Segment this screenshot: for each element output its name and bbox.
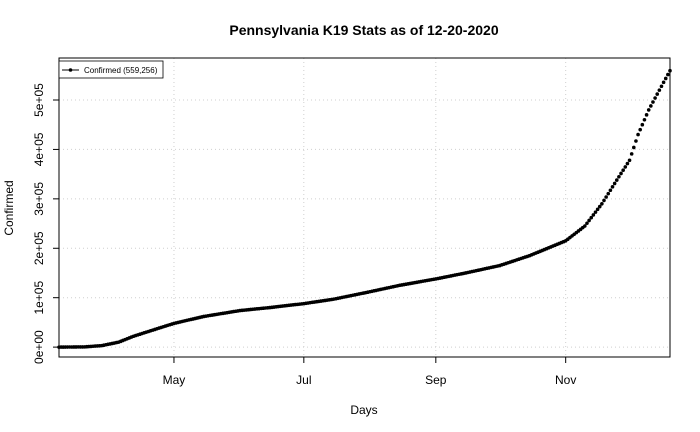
- data-point: [604, 195, 608, 199]
- legend-marker: [69, 68, 73, 72]
- data-point: [632, 146, 636, 150]
- data-point: [649, 104, 653, 108]
- x-tick-label: May: [163, 373, 186, 387]
- data-point: [630, 152, 634, 156]
- data-point: [664, 77, 668, 81]
- data-point: [666, 73, 670, 77]
- data-point: [619, 172, 623, 176]
- data-point: [662, 81, 666, 85]
- data-point: [660, 84, 664, 88]
- data-point: [636, 133, 640, 137]
- y-tick-label: 0e+00: [32, 330, 46, 364]
- x-tick-label: Jul: [296, 373, 311, 387]
- chart-title: Pennsylvania K19 Stats as of 12-20-2020: [229, 22, 498, 38]
- data-point: [606, 192, 610, 196]
- y-axis: 0e+00 1e+05 2e+05 3e+05 4e+05 5e+05: [32, 83, 59, 364]
- legend-entry-confirmed: Confirmed (559,256): [84, 66, 158, 75]
- plot-frame: [59, 58, 670, 357]
- data-point: [645, 113, 649, 117]
- data-point: [638, 128, 642, 132]
- y-tick-label: 4e+05: [32, 132, 46, 166]
- data-point: [647, 108, 651, 112]
- data-point: [668, 69, 672, 73]
- x-axis-label: Days: [350, 403, 377, 417]
- data-point: [626, 162, 630, 166]
- data-point: [600, 202, 604, 206]
- data-point: [609, 188, 613, 192]
- data-point: [641, 123, 645, 127]
- y-axis-label: Confirmed: [2, 180, 16, 235]
- data-point: [602, 199, 606, 203]
- data-point: [653, 96, 657, 100]
- y-tick-label: 2e+05: [32, 231, 46, 265]
- data-point: [621, 168, 625, 172]
- data-point: [643, 118, 647, 122]
- legend: Confirmed (559,256): [59, 61, 163, 78]
- data-point: [655, 92, 659, 96]
- x-axis: May Jul Sep Nov: [59, 357, 670, 387]
- data-point: [617, 175, 621, 179]
- data-point: [613, 182, 617, 186]
- y-tick-label: 1e+05: [32, 281, 46, 315]
- data-point: [634, 139, 638, 143]
- data-point: [611, 185, 615, 189]
- data-point: [615, 178, 619, 182]
- data-point: [651, 100, 655, 104]
- grid: [59, 58, 670, 357]
- x-tick-label: Nov: [555, 373, 576, 387]
- data-point: [628, 159, 632, 163]
- x-tick-label: Sep: [425, 373, 447, 387]
- data-point: [623, 165, 627, 169]
- y-tick-label: 5e+05: [32, 83, 46, 117]
- y-tick-label: 3e+05: [32, 182, 46, 216]
- data-point: [658, 88, 662, 92]
- series-points: [57, 69, 672, 349]
